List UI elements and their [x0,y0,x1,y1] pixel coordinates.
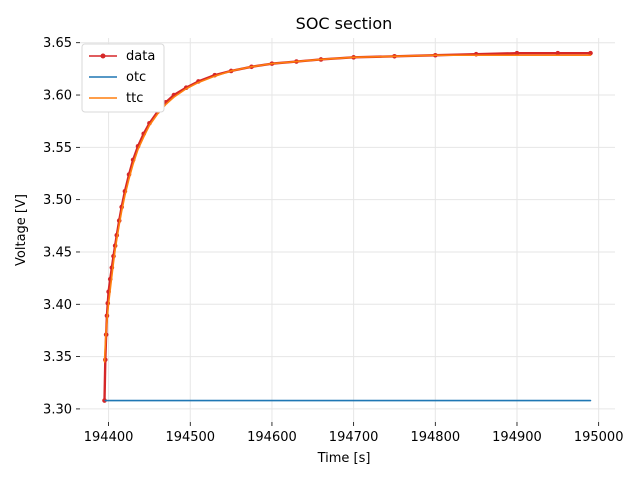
y-axis-label: Voltage [V] [14,194,29,266]
x-tick-label: 194500 [165,430,215,445]
x-axis-label: Time [s] [317,451,371,466]
grid [80,38,615,422]
y-tick-label: 3.30 [43,402,72,417]
series-line-ttc [103,54,592,363]
legend-entry-data: data [89,49,155,64]
y-tick-label: 3.50 [43,193,72,208]
legend-entry-otc: otc [89,70,146,85]
data-point [514,50,520,56]
legend: data otc ttc [81,43,165,113]
legend-entry-ttc: ttc [89,91,143,106]
legend-frame [81,43,165,113]
y-tick-label: 3.45 [43,245,72,260]
legend-label-ttc: ttc [126,91,143,106]
legend-label-data: data [126,49,155,64]
series-line-data [103,51,592,402]
series-ttc [103,54,592,363]
y-tick-label: 3.60 [43,89,72,104]
y-tick-label: 3.65 [43,36,72,51]
series-layer [102,50,593,403]
y-tick-label: 3.55 [43,141,72,156]
x-tick-label: 194900 [492,430,542,445]
x-tick-label: 194400 [84,430,134,445]
legend-label-otc: otc [126,70,146,85]
data-point [102,398,107,403]
data-point [588,50,593,56]
ticks: 194400 194500 194600 194700 194800 194900 1950… [43,36,623,445]
chart-title: SOC section [296,14,393,33]
x-tick-label: 194800 [410,430,460,445]
x-tick-label: 194600 [247,430,297,445]
data-point [555,50,561,56]
y-tick-label: 3.40 [43,298,72,313]
x-tick-label: 194700 [329,430,379,445]
series-data [102,50,593,403]
legend-marker-data [100,53,106,59]
x-tick-label: 195000 [574,430,624,445]
y-tick-label: 3.35 [43,350,72,365]
